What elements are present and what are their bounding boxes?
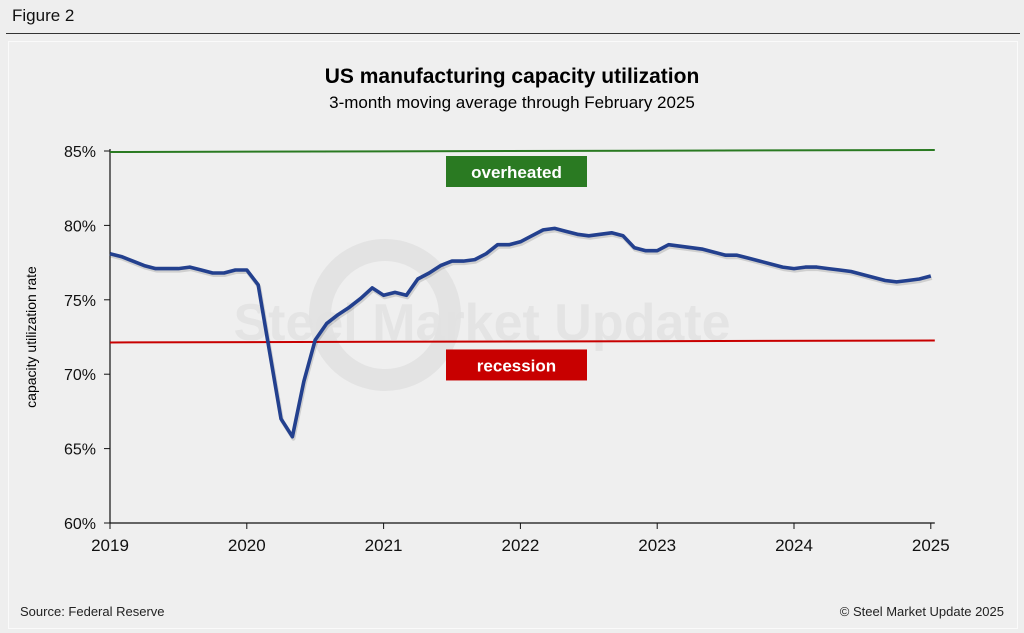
- x-tick-label: 2023: [638, 536, 676, 555]
- figure-label: Figure 2: [12, 6, 75, 25]
- overheated-badge: [446, 156, 587, 187]
- y-tick-label: 60%: [64, 516, 96, 533]
- overheated-line: [109, 149, 935, 153]
- y-tick-label: 70%: [64, 367, 96, 384]
- chart-panel: [8, 41, 1018, 629]
- y-axis-label: capacity utilization rate: [23, 266, 39, 408]
- x-tick-label: 2025: [912, 536, 950, 555]
- x-tick-label: 2020: [228, 536, 266, 555]
- chart-subtitle: 3-month moving average through February …: [329, 93, 695, 112]
- x-tick-label: 2021: [365, 536, 403, 555]
- recession-line: [109, 339, 935, 344]
- recession-badge: [446, 349, 587, 381]
- recession-label: recession: [477, 356, 556, 375]
- x-tick-label: 2019: [91, 536, 129, 555]
- overheated-label: overheated: [471, 163, 562, 182]
- y-tick-label: 75%: [64, 293, 96, 310]
- y-tick-label: 65%: [64, 442, 96, 459]
- watermark-text: Steel Market Update: [233, 294, 730, 352]
- divider: [6, 33, 1020, 34]
- chart-title: US manufacturing capacity utilization: [325, 65, 700, 88]
- x-tick-label: 2022: [501, 536, 539, 555]
- y-tick-label: 80%: [64, 218, 96, 235]
- y-tick-label: 85%: [64, 144, 96, 161]
- x-tick-label: 2024: [775, 536, 813, 555]
- source-note: Source: Federal Reserve: [20, 604, 165, 619]
- copyright-note: © Steel Market Update 2025: [840, 604, 1004, 619]
